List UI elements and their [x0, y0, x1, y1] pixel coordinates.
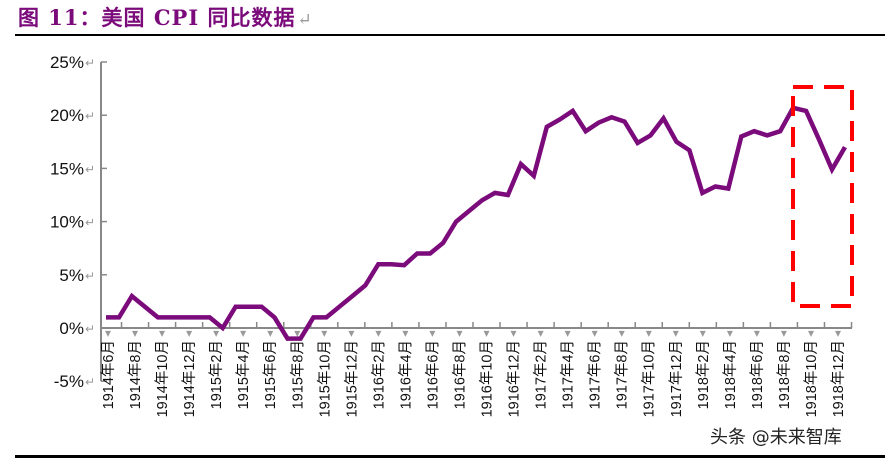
x-tick-label: 1914年8月 [127, 340, 144, 409]
return-mark-icon: ▾ [375, 326, 381, 340]
return-mark-icon: ▾ [429, 326, 435, 340]
x-tick-label: 1916年4月 [397, 340, 414, 409]
return-mark-icon: ↵ [85, 56, 95, 70]
return-mark-icon: ▾ [619, 326, 625, 340]
return-mark-icon: ▾ [781, 326, 787, 340]
x-tick-label: 1916年6月 [424, 340, 441, 409]
return-mark-icon: ▾ [835, 326, 841, 340]
return-mark-icon: ↵ [85, 269, 95, 283]
x-tick-label: 1914年12月 [181, 340, 198, 417]
return-mark-icon: ▾ [754, 326, 760, 340]
bottom-rule [15, 455, 885, 458]
return-mark-icon: ↵ [85, 322, 95, 336]
x-tick-label: 1916年10月 [479, 340, 496, 417]
return-mark-icon: ▾ [592, 326, 598, 340]
return-mark-icon: ▾ [402, 326, 408, 340]
return-mark-icon: ↵ [85, 375, 95, 389]
return-mark-icon: ▾ [240, 326, 246, 340]
y-tick-label: 10% [50, 213, 84, 232]
x-tick-label: 1915年4月 [235, 340, 252, 409]
x-tick-label: 1917年6月 [587, 340, 604, 409]
return-mark-icon: ↵ [297, 10, 313, 30]
return-mark-icon: ▾ [700, 326, 706, 340]
return-mark-icon: ▾ [105, 326, 111, 340]
highlight-box [791, 85, 854, 308]
x-tick-label: 1917年2月 [533, 340, 550, 409]
return-mark-icon: ▾ [673, 326, 679, 340]
cpi-series-line [106, 105, 847, 341]
y-tick-label: -5% [54, 372, 84, 391]
x-tick-label: 1918年10月 [803, 340, 820, 417]
return-mark-icon: ▾ [132, 326, 138, 340]
y-tick-label: 25% [50, 53, 84, 72]
return-mark-icon: ↵ [85, 162, 95, 176]
return-mark-icon: ▾ [213, 326, 219, 340]
x-tick-label: 1918年4月 [722, 340, 739, 409]
return-mark-icon: ▾ [565, 326, 571, 340]
return-mark-icon: ▾ [456, 326, 462, 340]
return-mark-icon: ▾ [267, 326, 273, 340]
x-tick-label: 1915年10月 [316, 340, 333, 417]
figure-title: 图 11：美国 CPI 同比数据 ↵ [18, 2, 313, 32]
x-tick-label: 1915年8月 [289, 340, 306, 409]
x-tick-label: 1916年2月 [370, 340, 387, 409]
x-tick-label: 1915年6月 [262, 340, 279, 409]
x-tick-label: 1914年10月 [154, 340, 171, 417]
x-tick-label: 1918年12月 [830, 340, 847, 417]
watermark: 头条 @未来智库 [710, 427, 842, 448]
x-tick-label: 1914年6月 [100, 340, 117, 409]
x-tick-label: 1917年4月 [560, 340, 577, 409]
return-mark-icon: ▾ [511, 326, 517, 340]
x-tick-label: 1915年2月 [208, 340, 225, 409]
return-mark-icon: ▾ [348, 326, 354, 340]
return-mark-icon: ▾ [159, 326, 165, 340]
return-mark-icon: ▾ [484, 326, 490, 340]
return-mark-icon: ▾ [186, 326, 192, 340]
x-tick-label: 1916年12月 [506, 340, 523, 417]
x-tick-label: 1917年12月 [668, 340, 685, 417]
x-tick-label: 1915年12月 [343, 340, 360, 417]
return-mark-icon: ▾ [646, 326, 652, 340]
return-mark-icon: ▾ [294, 326, 300, 340]
x-tick-label: 1918年8月 [776, 340, 793, 409]
y-tick-label: 20% [50, 106, 84, 125]
return-mark-icon: ▾ [321, 326, 327, 340]
return-mark-icon: ▾ [808, 326, 814, 340]
top-rule [15, 34, 885, 36]
y-tick-label: 5% [59, 266, 84, 285]
return-mark-icon: ▾ [727, 326, 733, 340]
figure-title-text: 图 11：美国 CPI 同比数据 [18, 5, 296, 30]
return-mark-icon: ▾ [538, 326, 544, 340]
x-tick-label: 1917年10月 [641, 340, 658, 417]
return-mark-icon: ↵ [85, 109, 95, 123]
y-tick-label: 0% [59, 319, 84, 338]
x-tick-label: 1916年8月 [451, 340, 468, 409]
x-tick-label: 1918年2月 [695, 340, 712, 409]
x-tick-label: 1918年6月 [749, 340, 766, 409]
y-tick-label: 15% [50, 159, 84, 178]
return-mark-icon: ↵ [85, 216, 95, 230]
x-tick-label: 1917年8月 [614, 340, 631, 409]
